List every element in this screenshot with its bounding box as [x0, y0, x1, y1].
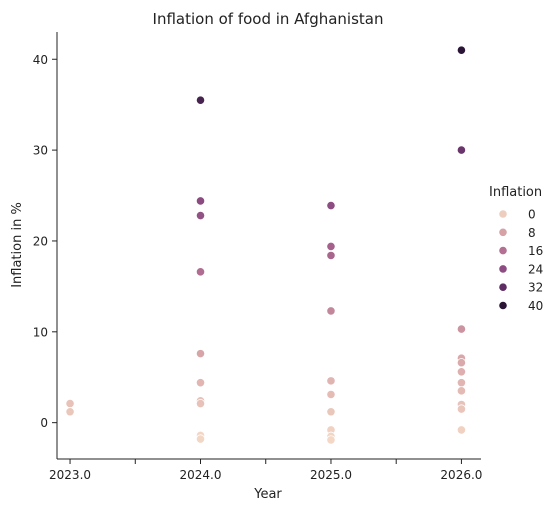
scatter-point: [326, 241, 336, 252]
data-points: [65, 45, 467, 445]
legend-label: 32: [528, 281, 543, 295]
scatter-point: [326, 250, 336, 261]
scatter-point: [326, 376, 336, 386]
scatter-point: [326, 200, 336, 211]
legend-marker: [498, 209, 508, 219]
y-tick-label: 40: [33, 53, 48, 67]
x-tick-label: 2026.0: [440, 468, 482, 482]
scatter-point: [326, 435, 336, 445]
scatter-point: [326, 389, 336, 400]
scatter-point: [456, 45, 467, 55]
scatter-point: [195, 349, 206, 359]
scatter-point: [195, 398, 206, 409]
scatter-point: [456, 425, 467, 435]
y-tick-label: 30: [33, 144, 48, 158]
chart-title: Inflation of food in Afghanistan: [153, 10, 384, 28]
y-axis-label: Inflation in %: [10, 202, 25, 288]
legend-marker: [498, 264, 508, 274]
y-axis-ticks: 0 10 20 30 40: [33, 53, 57, 430]
legend-label: 16: [528, 244, 543, 258]
legend-title: Inflation: [489, 185, 542, 200]
legend-label: 24: [528, 262, 543, 276]
x-axis-ticks: 2023.0 2024.0 2025.0 2026.0: [49, 459, 482, 482]
scatter-point: [195, 267, 206, 277]
scatter-point: [65, 407, 75, 417]
scatter-point: [456, 367, 467, 377]
scatter-point: [195, 196, 206, 206]
scatter-point: [65, 398, 75, 409]
y-tick-label: 0: [40, 416, 48, 430]
scatter-point: [326, 306, 336, 316]
legend-marker: [498, 227, 508, 237]
x-tick-label: 2024.0: [180, 468, 222, 482]
scatter-point: [326, 407, 336, 417]
scatter-point: [456, 324, 467, 334]
scatter-point: [456, 358, 467, 368]
y-tick-label: 20: [33, 234, 48, 248]
legend-label: 40: [528, 299, 543, 313]
x-tick-label: 2023.0: [49, 468, 91, 482]
legend-label: 0: [528, 208, 536, 222]
scatter-point: [456, 145, 467, 155]
scatter-point: [195, 378, 206, 388]
legend-marker: [498, 300, 508, 311]
scatter-point: [195, 434, 206, 444]
y-tick-label: 10: [33, 325, 48, 339]
scatter-point: [456, 386, 467, 396]
x-axis-label: Year: [253, 487, 282, 502]
scatter-point: [195, 95, 206, 105]
scatter-point: [456, 404, 467, 414]
legend-marker: [498, 246, 508, 256]
scatter-point: [456, 378, 467, 388]
legend: Inflation 0 8 16 24 32 40: [489, 185, 543, 313]
x-tick-label: 2025.0: [310, 468, 352, 482]
legend-label: 8: [528, 226, 536, 240]
scatter-point: [195, 210, 206, 221]
legend-marker: [498, 282, 508, 292]
